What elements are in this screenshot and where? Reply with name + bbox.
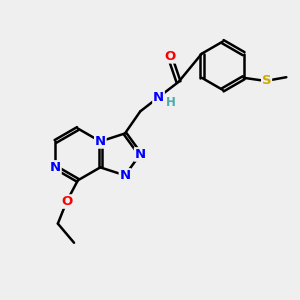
Text: O: O [165,50,176,63]
Text: H: H [166,96,176,109]
Text: S: S [262,74,272,87]
Text: N: N [95,135,106,148]
Text: N: N [153,91,164,104]
Text: O: O [61,195,72,208]
Text: N: N [119,169,130,182]
Text: N: N [50,161,61,174]
Text: N: N [135,148,146,161]
